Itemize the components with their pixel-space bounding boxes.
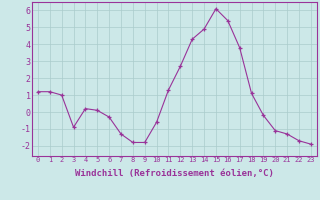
X-axis label: Windchill (Refroidissement éolien,°C): Windchill (Refroidissement éolien,°C): [75, 169, 274, 178]
